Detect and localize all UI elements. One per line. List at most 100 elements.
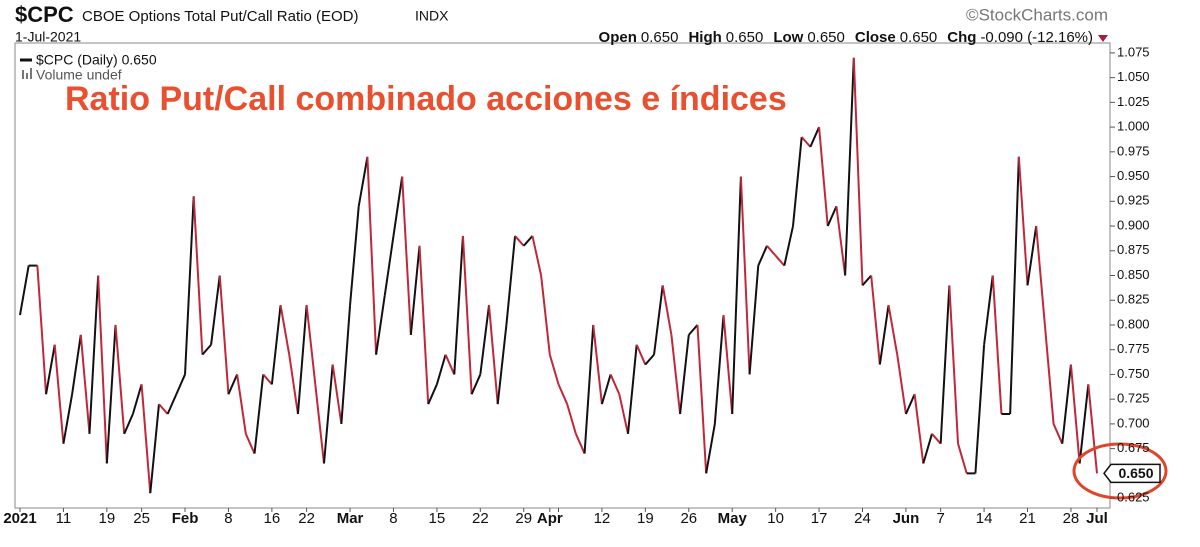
stat-value: 0.650 [807,29,845,46]
line-segment [175,374,186,395]
volume-icon [26,73,28,79]
x-tick-label: May [718,510,748,527]
line-segment [53,344,65,444]
x-tick-label: 17 [811,510,828,527]
source: ©StockCharts.com [966,5,1108,24]
x-tick-label: 16 [264,510,281,527]
y-tick-label: 0.775 [1117,341,1150,356]
line-segment [409,245,421,335]
line-segment [826,205,838,227]
line-segment [210,275,221,345]
line-segment [835,206,847,276]
x-tick-label: 26 [680,510,697,527]
line-segment [766,245,777,257]
line-segment [444,354,456,375]
line-segment [1017,156,1029,286]
line-segment [948,285,960,444]
line-segment [1078,384,1090,464]
line-segment [548,354,560,385]
x-tick-label: Apr [537,510,563,527]
line-segment [105,324,117,464]
line-segment [852,57,864,286]
x-tick-label: 29 [515,510,532,527]
line-segment [757,245,768,267]
line-segment [488,305,499,405]
x-tick-label: 2021 [3,510,36,527]
line-segment [957,443,968,474]
x-tick-label: Jun [893,510,920,527]
x-tick-label: 12 [594,510,611,527]
line-segment [1087,384,1098,474]
line-segment [244,433,256,454]
line-segment [653,285,664,355]
x-tick-label: Mar [337,510,364,527]
line-segment [383,235,395,296]
y-tick-label: 0.800 [1117,316,1150,331]
x-tick-label: 22 [298,510,315,527]
line-segment [79,334,91,434]
line-segment [88,275,100,434]
line-segment [514,235,525,247]
line-segment [540,275,551,355]
line-segment [314,384,325,464]
line-segment [192,196,204,355]
x-tick-label: 8 [224,510,232,527]
line-segment [158,403,169,415]
chart-title: CBOE Options Total Put/Call Ratio (EOD) [82,8,359,25]
line-segment [592,324,603,405]
line-segment [792,136,803,227]
line-segment [818,127,829,227]
line-segment [739,176,751,375]
line-segment [566,403,577,435]
y-tick-label: 0.950 [1117,168,1150,183]
line-segment [661,285,673,336]
line-segment [253,374,265,454]
x-tick-label: 8 [389,510,397,527]
line-segment [878,305,890,365]
line-segment [36,265,48,395]
stat-label: Chg [947,29,976,46]
line-segment [505,235,517,326]
y-tick-label: 0.625 [1117,490,1150,505]
x-tick-label: 28 [1063,510,1080,527]
line-segment [783,225,794,266]
stat-value: 0.650 [726,29,764,46]
line-segment [479,305,491,375]
stats: Open 0.650 High 0.650 Low 0.650 Close 0.650 Chg -… [599,29,1093,46]
y-tick-label: 1.000 [1117,119,1150,134]
line-segment [496,324,508,405]
line-segment [626,344,638,434]
volume-icon [22,70,24,79]
line-segment [800,136,812,148]
stat-label: High [688,29,721,46]
line-segment [583,324,595,454]
line-segment [262,373,273,385]
y-tick-label: 0.900 [1117,217,1150,232]
line-segment [123,413,134,435]
line-segment [713,314,725,424]
line-segment [618,394,629,435]
line-segment [679,334,690,415]
line-segment [184,196,195,375]
x-tick-label: 10 [767,510,784,527]
line-segment [809,126,820,148]
x-tick-label: Feb [172,510,199,527]
line-segment [461,235,473,395]
line-segment [322,364,334,464]
line-segment [635,344,647,365]
line-segment [62,394,74,444]
y-tick-label: 1.075 [1117,44,1150,59]
y-tick-label: 0.750 [1117,366,1150,381]
line-segment [913,394,925,464]
x-tick-label: 25 [133,510,150,527]
y-tick-label: 0.700 [1117,415,1150,430]
line-segment [1043,324,1055,424]
line-segment [296,305,308,415]
line-segment [349,206,360,306]
line-segment [922,433,933,464]
line-segment [236,374,247,434]
line-segment [705,423,716,474]
line-segment [1035,225,1046,326]
line-segment [114,324,126,434]
